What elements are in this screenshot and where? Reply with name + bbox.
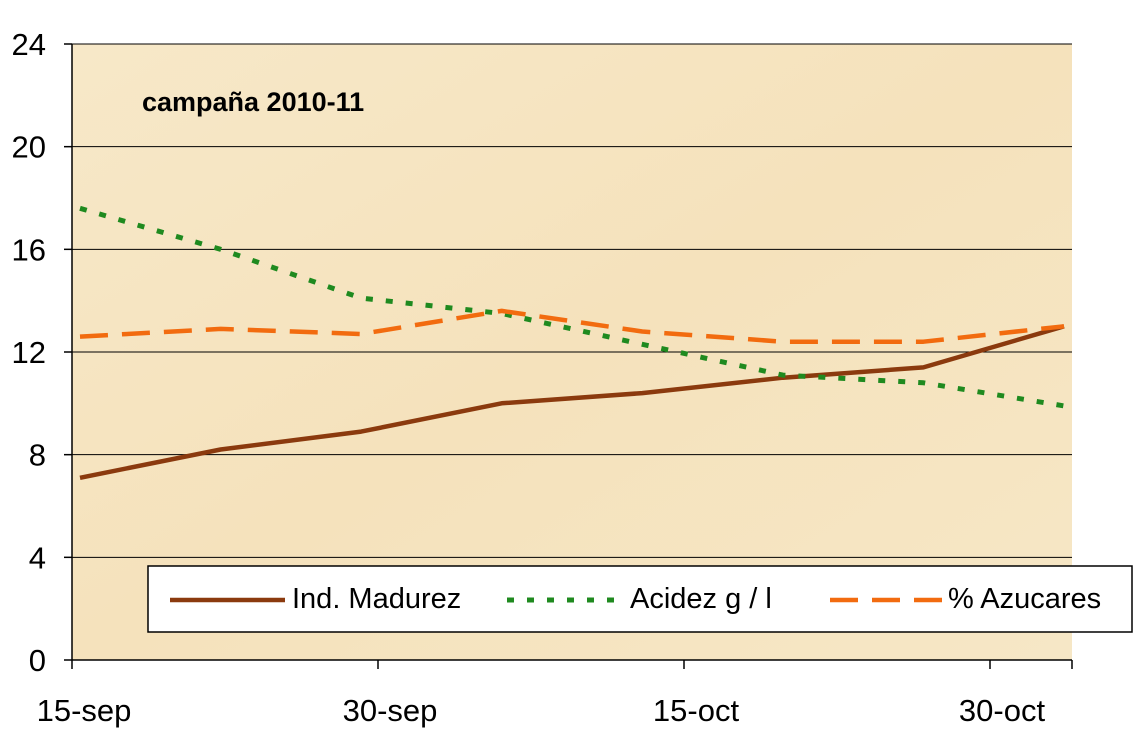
series-line-ind-madurez	[79, 324, 1065, 481]
legend: Ind. Madurez Acidez g / l % Azucares	[147, 565, 1133, 633]
x-tick-labels: 15-sep 30-sep 15-oct 30-oct	[37, 693, 1046, 728]
y-tick-label: 20	[12, 130, 46, 165]
legend-label-acidez: Acidez g / l	[630, 583, 772, 615]
y-tick-label: 12	[12, 335, 46, 370]
y-tick-labels: 0 4 8 12 16 20 24	[12, 27, 46, 678]
y-tick-label: 24	[12, 27, 46, 62]
y-tick-label: 16	[12, 232, 46, 267]
x-tick-label: 15-oct	[653, 693, 740, 728]
legend-box	[147, 565, 1133, 633]
x-tick-label: 15-sep	[37, 693, 132, 728]
x-tick-label: 30-sep	[343, 693, 438, 728]
y-tick-label: 4	[29, 540, 46, 575]
series-line-acidez-g-l	[79, 205, 1065, 409]
legend-label-azucares: % Azucares	[948, 583, 1101, 615]
chart-title: campaña 2010-11	[142, 87, 364, 117]
y-tick-label: 8	[29, 438, 46, 473]
x-tick-label: 30-oct	[959, 693, 1046, 728]
y-tick-label: 0	[29, 643, 46, 678]
gridlines	[72, 43, 1072, 558]
series-line-azucares	[79, 308, 1065, 344]
axes	[64, 43, 1073, 669]
legend-label-madurez: Ind. Madurez	[292, 583, 461, 615]
series-lines	[79, 205, 1065, 481]
